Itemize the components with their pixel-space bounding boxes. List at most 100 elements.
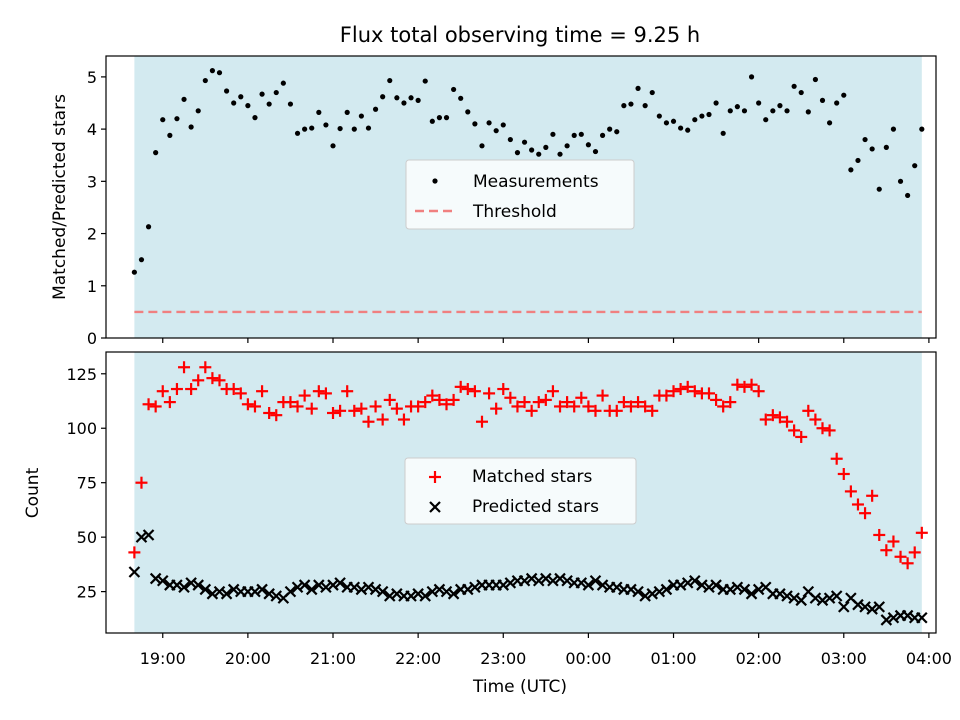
- matched-star-point: [291, 400, 304, 413]
- measurement-point: [656, 113, 662, 119]
- measurement-point: [465, 109, 471, 115]
- matched-star-point: [639, 400, 652, 413]
- xtick-label: 03:00: [821, 649, 867, 668]
- predicted-star-point: [561, 574, 573, 587]
- measurement-point: [905, 192, 911, 199]
- predicted-star-point: [355, 583, 368, 596]
- predicted-star-point: [206, 588, 219, 600]
- matched-star-point: [596, 389, 609, 402]
- matched-star-point: [454, 380, 467, 393]
- predicted-star-point: [866, 603, 878, 615]
- measurement-point: [415, 97, 421, 103]
- matched-star-point: [610, 404, 623, 417]
- predicted-star-point: [710, 579, 722, 591]
- measurement-point: [869, 146, 875, 152]
- measurement-point: [323, 122, 329, 128]
- predicted-star-point: [887, 611, 900, 624]
- xtick-label: 19:00: [140, 649, 186, 668]
- measurement-point: [365, 125, 372, 131]
- matched-star-point: [263, 406, 276, 419]
- predicted-star-point: [504, 577, 517, 589]
- matched-star-point: [178, 361, 191, 374]
- predicted-star-point: [192, 579, 205, 591]
- measurement-point: [699, 113, 705, 119]
- bottom-y-ticks: 25 50 75 100 125: [66, 365, 106, 602]
- measurement-point: [330, 143, 336, 149]
- predicted-star-point: [660, 583, 673, 596]
- measurement-point: [443, 115, 450, 121]
- predicted-star-point: [220, 588, 233, 600]
- predicted-star-point: [142, 529, 155, 541]
- predicted-star-point: [263, 588, 275, 600]
- matched-star-point: [681, 380, 694, 393]
- measurement-point: [706, 111, 712, 118]
- measurement-point: [805, 109, 811, 115]
- measurement-point: [202, 77, 208, 84]
- measurement-point: [678, 125, 684, 131]
- xtick-label: 00:00: [565, 649, 611, 668]
- measurement-point: [309, 125, 315, 131]
- measurement-point: [337, 125, 343, 132]
- measurement-point: [131, 269, 137, 275]
- measurement-point: [571, 132, 577, 138]
- predicted-star-point: [916, 611, 928, 624]
- measurement-point: [692, 117, 698, 123]
- matched-star-point: [759, 413, 772, 426]
- matched-star-point: [773, 411, 786, 424]
- measurement-point: [344, 109, 350, 115]
- matched-star-point: [532, 396, 545, 409]
- predicted-star-point: [313, 579, 325, 591]
- measurement-point: [195, 108, 201, 114]
- measurement-point: [912, 163, 918, 169]
- top-axes-frame: [105, 55, 937, 339]
- top-ytick-label: 2: [87, 225, 97, 244]
- measurement-point: [748, 74, 755, 80]
- xtick-label: 02:00: [736, 649, 782, 668]
- matched-star-point: [497, 383, 510, 396]
- measurement-point: [153, 150, 159, 156]
- predicted-star-point: [298, 579, 311, 591]
- legend-matched-marker: [429, 471, 441, 483]
- matched-star-point: [241, 398, 254, 411]
- matched-star-point: [894, 550, 907, 563]
- predicted-star-point: [596, 579, 609, 591]
- measurement-point: [550, 131, 556, 137]
- predicted-star-point: [674, 579, 687, 591]
- matched-star-point: [355, 402, 368, 415]
- matched-star-point: [468, 385, 481, 398]
- figure-title: Flux total observing time = 9.25 h: [340, 23, 700, 47]
- measurement-point: [756, 100, 762, 106]
- matched-star-point: [632, 396, 645, 409]
- measurement-point: [216, 70, 223, 76]
- predicted-star-point: [681, 577, 694, 589]
- measurement-point: [209, 68, 216, 74]
- measurement-point: [897, 178, 904, 184]
- predicted-star-point: [497, 579, 510, 591]
- predicted-star-point: [752, 583, 765, 596]
- matched-star-point: [128, 546, 141, 559]
- measurement-point: [394, 95, 400, 101]
- matched-star-point: [582, 400, 595, 413]
- matched-star-point: [873, 528, 886, 541]
- predicted-star-point: [589, 574, 602, 587]
- matched-star-point: [135, 476, 148, 489]
- matched-star-point: [199, 361, 212, 374]
- measurement-point: [919, 126, 925, 132]
- matched-star-point: [660, 389, 673, 402]
- measurement-point: [876, 186, 882, 192]
- measurement-point: [529, 147, 535, 153]
- matched-star-point: [710, 393, 723, 406]
- matched-star-point: [227, 383, 240, 396]
- measurement-point: [188, 124, 194, 130]
- legend-threshold-label: Threshold: [472, 202, 557, 222]
- predicted-star-point: [469, 581, 481, 594]
- matched-star-point: [142, 398, 155, 411]
- measurement-point: [514, 150, 521, 156]
- top-y-axis-label: Matched/Predicted stars: [50, 94, 70, 300]
- matched-star-point: [915, 526, 928, 539]
- matched-star-point: [851, 498, 864, 511]
- measurement-point: [649, 89, 655, 96]
- matched-star-point: [575, 391, 588, 404]
- matched-star-point: [809, 413, 822, 426]
